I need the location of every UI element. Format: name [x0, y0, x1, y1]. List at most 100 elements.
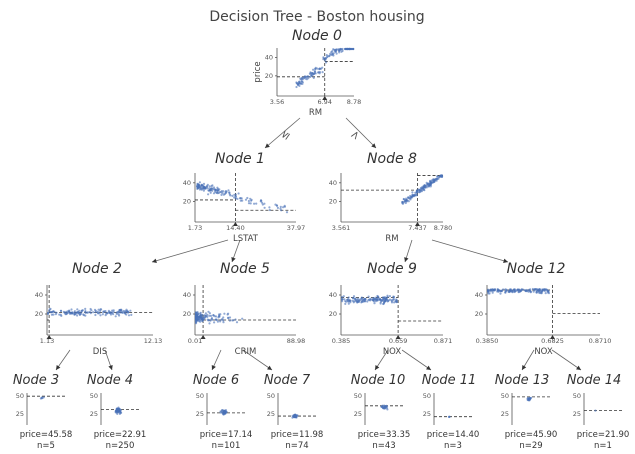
data-point: [309, 71, 312, 74]
data-point: [347, 296, 350, 299]
node11-price: price=14.40: [427, 430, 480, 440]
data-point: [74, 312, 77, 315]
data-point: [194, 322, 198, 325]
diagram-title: Decision Tree - Boston housing: [209, 9, 424, 25]
data-point: [218, 190, 222, 194]
node6-leaf: Node 6 25 50 price=17.14n=101: [193, 373, 252, 451]
data-point: [343, 47, 347, 51]
node2-ytick: 20: [35, 310, 43, 318]
data-point: [332, 54, 335, 57]
data-point: [367, 295, 370, 298]
tree-nodes: Node 0 20 40 3.56 6.94 8.78 RM price Node 1 20 40 1…: [35, 28, 612, 357]
data-point: [227, 317, 230, 320]
node8-title: Node 8: [367, 151, 417, 167]
data-point: [324, 59, 327, 62]
data-point: [84, 314, 87, 317]
data-point: [206, 183, 209, 186]
node12-xtick: 0.8710: [589, 337, 612, 345]
node9-feature-label: NOX: [383, 347, 402, 357]
data-point: [94, 311, 97, 314]
data-point: [528, 289, 532, 292]
data-point: [82, 313, 85, 316]
data-point: [112, 310, 115, 313]
data-point: [208, 189, 211, 192]
data-point: [208, 312, 211, 315]
data-point: [209, 314, 213, 317]
data-point: [101, 313, 104, 316]
data-point: [211, 318, 214, 321]
node1-scatter: [196, 181, 289, 214]
node5-scatter: [194, 310, 244, 325]
data-point: [376, 297, 380, 300]
data-point: [208, 185, 211, 188]
data-point: [300, 77, 303, 80]
data-point: [214, 318, 217, 321]
tree-edge: [264, 117, 301, 149]
data-point: [52, 310, 55, 313]
data-point: [487, 289, 490, 292]
data-point: [117, 311, 120, 314]
node0-xtick: 3.56: [270, 98, 284, 106]
node7-leaf: Node 7 25 50 price=11.98n=74: [264, 373, 323, 451]
data-point: [351, 299, 354, 302]
data-point: [349, 301, 352, 304]
node14-leaf: Node 14 25 50 price=21.90n=1: [567, 373, 630, 451]
data-point: [313, 72, 316, 75]
data-point: [195, 314, 198, 317]
data-point: [200, 185, 203, 188]
data-point: [314, 67, 317, 71]
data-point: [117, 407, 121, 411]
data-point: [70, 308, 73, 311]
data-point: [71, 312, 74, 315]
data-point: [60, 309, 63, 312]
data-point: [208, 322, 211, 325]
data-point: [199, 320, 202, 323]
data-point: [197, 183, 200, 186]
node13-count: n=29: [519, 441, 542, 451]
data-point: [209, 191, 212, 194]
data-point: [129, 309, 132, 312]
data-point: [547, 289, 550, 292]
data-point: [93, 308, 97, 311]
data-point: [218, 188, 221, 191]
data-point: [516, 288, 519, 291]
data-point: [227, 189, 230, 192]
tree-edge: [401, 349, 432, 371]
data-point: [203, 314, 206, 317]
data-point: [86, 311, 90, 314]
data-point: [341, 297, 344, 300]
data-point: [202, 186, 205, 190]
data-point: [366, 300, 369, 303]
node12-split-marker: [550, 335, 556, 339]
data-point: [98, 312, 101, 315]
data-point: [80, 310, 83, 313]
data-point: [312, 68, 315, 71]
node3-count: n=5: [37, 441, 55, 451]
node9-split-marker: [395, 335, 401, 339]
data-point: [214, 189, 217, 192]
data-point: [211, 189, 214, 192]
data-point: [219, 320, 222, 323]
data-point: [310, 73, 313, 76]
node9-ytick: 40: [329, 291, 337, 299]
tree-edge: [151, 239, 229, 263]
node14-ytick: 25: [573, 410, 581, 418]
data-point: [299, 77, 302, 80]
node4-ytick: 25: [90, 410, 98, 418]
data-point: [249, 202, 252, 205]
edge-arrowhead: [152, 258, 157, 263]
node10-count: n=43: [372, 441, 395, 451]
data-point: [347, 300, 350, 303]
data-point: [429, 185, 432, 188]
data-point: [240, 197, 243, 200]
node5-panel: Node 5 20 40 0.01 88.98 CRIM: [183, 261, 306, 357]
data-point: [261, 203, 264, 206]
tree-edge: [431, 239, 509, 263]
data-point: [296, 83, 300, 86]
node9-ytick: 20: [329, 310, 337, 318]
data-point: [212, 186, 216, 189]
node10-leaf: Node 10 25 50 price=33.35n=43: [351, 373, 411, 451]
data-point: [104, 310, 107, 313]
data-point: [63, 311, 66, 314]
